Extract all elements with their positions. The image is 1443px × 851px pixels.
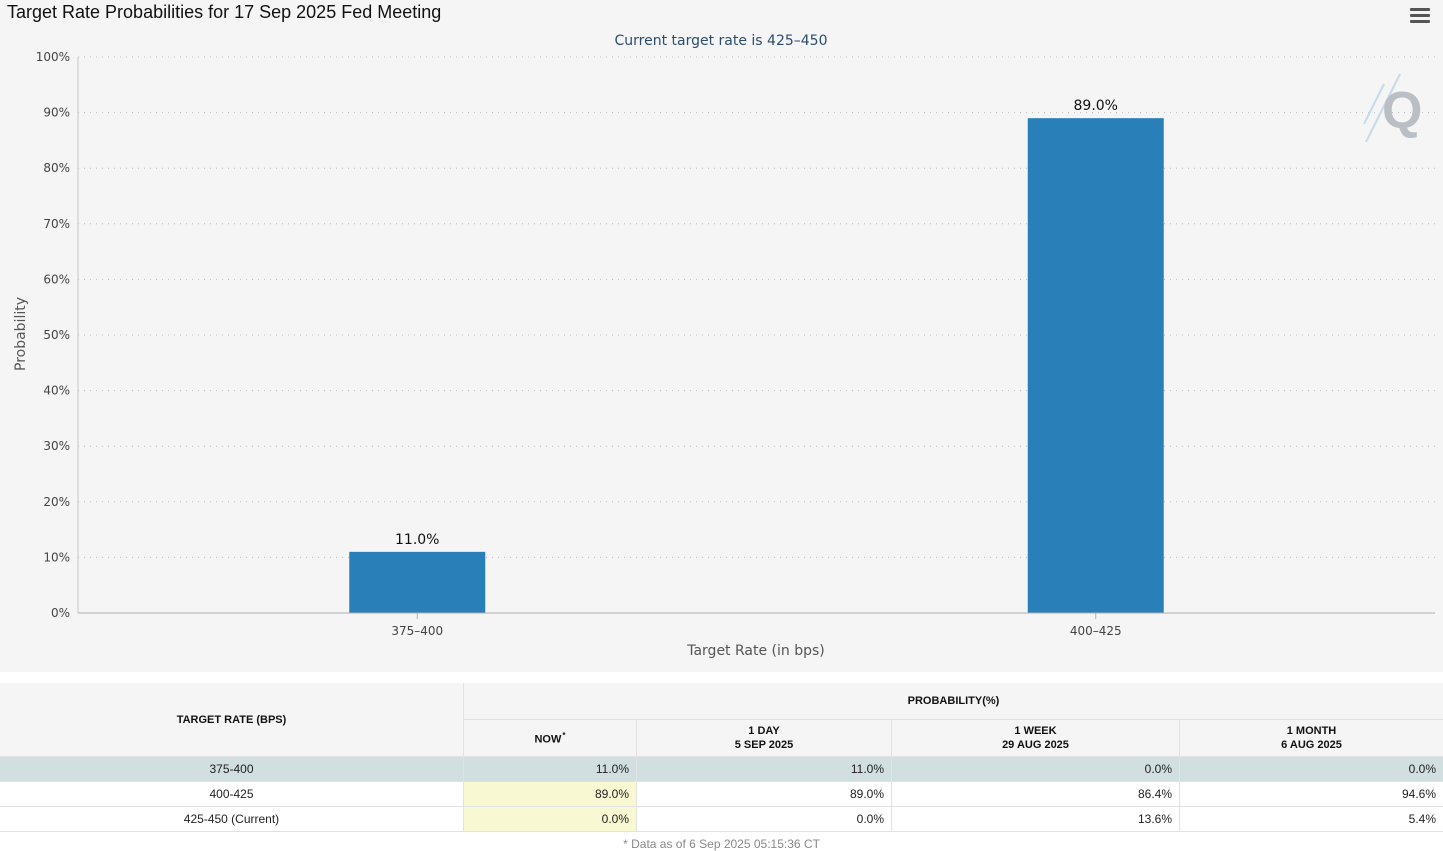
y-tick-label: 10% (43, 550, 70, 564)
value-cell-now: 0.0% (463, 806, 637, 832)
table-row: 375-400 11.0% 11.0% 0.0% 0.0% (0, 756, 1443, 782)
y-axis-title: Probability (13, 297, 29, 371)
value-cell-1-month: 0.0% (1179, 756, 1443, 782)
data-timestamp-footnote: * Data as of 6 Sep 2025 05:15:36 CT (623, 837, 820, 851)
rate-cell: 425-450 (Current) (0, 806, 464, 832)
quikstrike-logo-watermark: Q (1363, 73, 1422, 143)
y-tick-label: 50% (43, 328, 70, 342)
value-cell-1-day: 0.0% (636, 806, 892, 832)
value-cell-now: 11.0% (463, 756, 637, 782)
rate-cell: 375-400 (0, 756, 464, 782)
probability-table: TARGET RATE (BPS) PROBABILITY(%) NOW* 1 … (0, 683, 1443, 832)
value-cell-now: 89.0% (463, 781, 637, 807)
column-header-now: NOW* (463, 719, 637, 757)
bar-1[interactable] (349, 551, 486, 613)
column-header-1-day: 1 DAY 5 SEP 2025 (636, 719, 892, 757)
rate-cell: 400-425 (0, 781, 464, 807)
page-title: Target Rate Probabilities for 17 Sep 202… (7, 2, 442, 22)
table-row: 400-425 89.0% 89.0% 86.4% 94.6% (0, 781, 1443, 807)
x-axis-title: Target Rate (in bps) (686, 643, 825, 659)
value-cell-1-day: 11.0% (636, 756, 892, 782)
bar-2[interactable] (1027, 118, 1164, 613)
y-tick-label: 20% (43, 495, 70, 509)
value-cell-1-week: 86.4% (891, 781, 1180, 807)
column-header-1-week: 1 WEEK 29 AUG 2025 (891, 719, 1180, 757)
rate-column-header: TARGET RATE (BPS) (0, 683, 464, 757)
value-cell-1-month: 5.4% (1179, 806, 1443, 832)
bar-data-label: 11.0% (395, 532, 439, 548)
table-row: 425-450 (Current) 0.0% 0.0% 13.6% 5.4% (0, 806, 1443, 832)
y-tick-label: 90% (43, 106, 70, 120)
value-cell-1-week: 13.6% (891, 806, 1180, 832)
chart-subtitle: Current target rate is 425–450 (614, 33, 827, 49)
y-tick-label: 80% (43, 161, 70, 175)
bar-chart: 0% 10% 20% 30% 40% 50% 60% 70% 80% 90% 100% 375–400… (13, 33, 1435, 659)
value-cell-1-month: 94.6% (1179, 781, 1443, 807)
y-tick-label: 30% (43, 439, 70, 453)
value-cell-1-day: 89.0% (636, 781, 892, 807)
svg-text:Q: Q (1382, 82, 1422, 140)
y-tick-label: 60% (43, 272, 70, 286)
x-tick-label: 375–400 (391, 624, 443, 638)
chart-area: 0% 10% 20% 30% 40% 50% 60% 70% 80% 90% 100% 375–400… (7, 2, 1435, 659)
column-header-1-month: 1 MONTH 6 AUG 2025 (1179, 719, 1443, 757)
value-cell-1-week: 0.0% (891, 756, 1180, 782)
y-tick-label: 40% (43, 384, 70, 398)
x-tick-label: 400–425 (1070, 624, 1122, 638)
bar-data-label: 89.0% (1074, 98, 1118, 114)
hamburger-menu-icon[interactable] (1407, 6, 1433, 26)
y-tick-label: 100% (36, 50, 70, 64)
y-tick-label: 70% (43, 217, 70, 231)
probability-group-header: PROBABILITY(%) (463, 683, 1443, 720)
y-tick-label: 0% (51, 606, 70, 620)
